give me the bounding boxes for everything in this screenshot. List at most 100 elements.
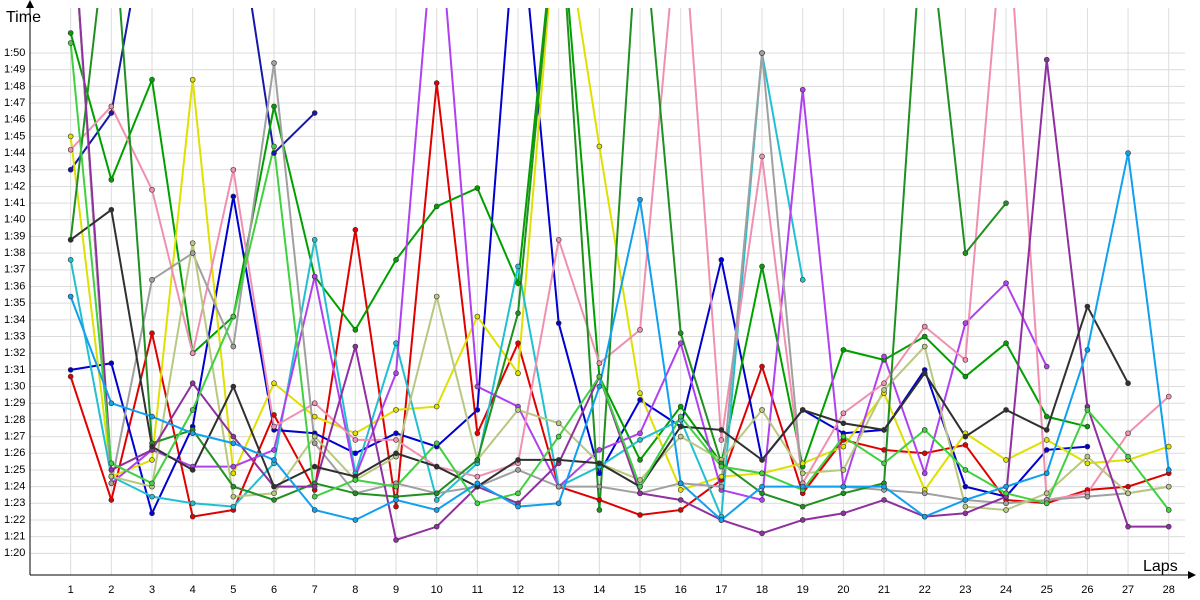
y-arrow — [26, 0, 34, 8]
data-point — [108, 110, 115, 116]
data-point — [799, 483, 806, 490]
data-point — [474, 480, 481, 487]
data-point — [555, 420, 562, 427]
data-point — [759, 407, 765, 413]
data-point — [1125, 380, 1131, 387]
data-point — [393, 430, 399, 437]
data-point — [189, 250, 196, 256]
data-point — [474, 473, 481, 480]
data-point — [149, 510, 155, 517]
data-point — [311, 237, 318, 243]
data-point — [108, 473, 115, 480]
x-tick-label: 11 — [472, 584, 483, 596]
data-point — [189, 350, 196, 357]
data-point — [230, 463, 237, 470]
x-tick-label: 23 — [959, 584, 971, 596]
data-point — [1125, 490, 1131, 497]
x-tick-label: 15 — [634, 584, 646, 596]
data-point — [474, 383, 481, 390]
data-point — [759, 470, 765, 477]
data-point — [352, 437, 359, 443]
data-point — [271, 483, 277, 490]
data-point — [1125, 523, 1131, 530]
series-line — [78, 8, 1169, 542]
plot-area — [67, 8, 1172, 543]
data-point — [67, 367, 74, 373]
data-point — [596, 373, 603, 380]
data-point — [840, 433, 847, 440]
series-line — [69, 8, 1088, 471]
data-point — [474, 430, 481, 437]
x-tick-label: 3 — [149, 584, 155, 596]
data-point — [677, 497, 684, 503]
data-point — [677, 413, 684, 420]
data-point — [1003, 483, 1009, 490]
y-tick-label: 1:24 — [4, 481, 25, 493]
data-point — [271, 447, 277, 453]
x-axis-title: Laps — [1143, 558, 1178, 575]
data-point — [596, 483, 603, 490]
y-tick-label: 1:49 — [4, 64, 25, 76]
series-line — [69, 42, 1170, 511]
data-point — [230, 433, 237, 440]
data-point — [759, 153, 765, 160]
data-point — [921, 513, 928, 520]
x-tick-label: 24 — [1000, 584, 1012, 596]
data-point — [718, 517, 725, 523]
data-point — [962, 357, 969, 363]
data-point — [230, 193, 237, 200]
data-point — [921, 333, 928, 340]
data-point — [108, 480, 115, 487]
data-point — [1165, 393, 1172, 400]
data-point — [921, 470, 928, 477]
data-point — [555, 320, 562, 326]
data-point — [149, 186, 155, 193]
x-tick-label: 7 — [312, 584, 318, 596]
data-point — [921, 450, 928, 457]
data-point — [515, 490, 521, 497]
data-point — [67, 30, 74, 36]
data-point — [1084, 460, 1091, 467]
data-point — [759, 490, 765, 497]
data-point — [677, 507, 684, 513]
data-point — [433, 403, 440, 410]
data-point — [596, 383, 603, 390]
x-tick-label: 4 — [190, 584, 196, 596]
data-point — [759, 457, 765, 463]
data-point — [1125, 430, 1131, 437]
x-tick-label: 12 — [512, 584, 524, 596]
data-point — [67, 40, 74, 46]
data-point — [637, 397, 643, 403]
x-tick-label: 22 — [919, 584, 931, 596]
data-point — [230, 343, 237, 350]
data-point — [515, 503, 521, 510]
data-point — [230, 483, 237, 490]
data-point — [311, 483, 318, 490]
x-tick-label: 14 — [593, 584, 605, 596]
data-point — [189, 240, 196, 246]
data-point — [108, 206, 115, 213]
data-point — [393, 340, 399, 346]
data-point — [230, 493, 237, 500]
data-point — [515, 340, 521, 346]
y-tick-label: 1:30 — [4, 380, 25, 392]
data-point — [1043, 56, 1050, 63]
y-tick-label: 1:45 — [4, 130, 25, 142]
data-point — [881, 427, 887, 433]
y-tick-label: 1:44 — [4, 147, 25, 159]
data-point — [271, 497, 277, 503]
data-point — [637, 512, 643, 518]
data-point — [515, 310, 521, 316]
data-point — [149, 76, 155, 83]
data-point — [677, 340, 684, 346]
data-point — [311, 413, 318, 420]
y-tick-label: 1:21 — [4, 531, 25, 543]
data-point — [840, 443, 847, 450]
data-point — [271, 490, 277, 497]
data-point — [352, 517, 359, 523]
data-point — [840, 410, 847, 417]
data-point — [311, 463, 318, 470]
data-point — [921, 323, 928, 330]
data-point — [271, 380, 277, 387]
